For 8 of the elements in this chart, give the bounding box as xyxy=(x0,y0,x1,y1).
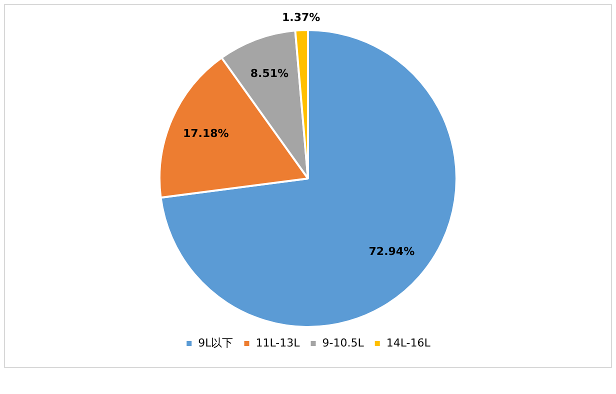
data-label: 8.51% xyxy=(250,66,289,80)
legend-label: 9-10.5L xyxy=(322,336,365,350)
legend-label: 14L-16L xyxy=(386,336,432,350)
legend-label: 11L-13L xyxy=(256,336,301,350)
legend-label: 9L以下 xyxy=(198,336,234,350)
data-label: 72.94% xyxy=(368,244,415,258)
data-label: 17.18% xyxy=(182,126,229,140)
data-label: 1.37% xyxy=(282,11,320,24)
